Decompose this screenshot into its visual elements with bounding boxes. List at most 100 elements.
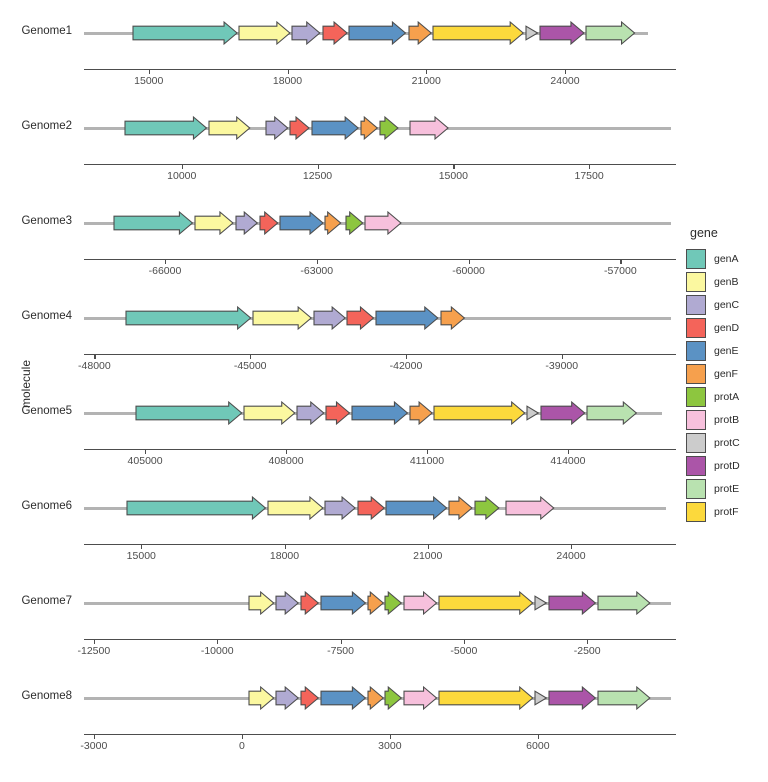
gene-arrow-protA[interactable] <box>345 210 364 236</box>
legend-item-protB[interactable]: protB <box>686 408 766 431</box>
gene-arrow-genB[interactable] <box>208 115 251 141</box>
gene-arrow-genA[interactable] <box>124 305 252 331</box>
legend-item-genF[interactable]: genF <box>686 362 766 385</box>
legend-item-protF[interactable]: protF <box>686 500 766 523</box>
gene-arrow-protD[interactable] <box>548 590 597 616</box>
legend-swatch-protF <box>686 501 706 522</box>
gene-arrow-protD[interactable] <box>539 20 585 46</box>
gene-arrow-genF[interactable] <box>448 495 473 521</box>
gene-arrow-genC[interactable] <box>296 400 325 426</box>
gene-arrow-genC[interactable] <box>265 115 289 141</box>
gene-arrow-protF[interactable] <box>433 400 526 426</box>
gene-arrow-protF[interactable] <box>432 20 525 46</box>
gene-arrow-genE[interactable] <box>348 20 407 46</box>
gene-arrow-protE[interactable] <box>585 20 636 46</box>
gene-arrow-protF[interactable] <box>438 590 534 616</box>
gene-arrow-genE[interactable] <box>375 305 439 331</box>
gene-arrow-genC[interactable] <box>275 685 300 711</box>
gene-arrow-genE[interactable] <box>320 590 367 616</box>
x-axis-tick <box>565 70 567 74</box>
legend-label-genA: genA <box>714 252 739 265</box>
gene-arrow-genA[interactable] <box>113 210 194 236</box>
gene-arrow-genE[interactable] <box>320 685 367 711</box>
legend-label-genF: genF <box>714 367 738 380</box>
gene-arrow-genD[interactable] <box>259 210 279 236</box>
legend-item-genA[interactable]: genA <box>686 247 766 270</box>
gene-arrow-protD[interactable] <box>548 685 597 711</box>
gene-arrow-protB[interactable] <box>409 115 449 141</box>
gene-arrow-genA[interactable] <box>135 400 243 426</box>
gene-arrow-protE[interactable] <box>586 400 637 426</box>
gene-arrow-protB[interactable] <box>364 210 403 236</box>
gene-arrow-protC[interactable] <box>534 592 548 614</box>
facet-Genome8: Genome8 -3000 0 3000 6000 <box>0 685 768 782</box>
gene-arrow-genC[interactable] <box>312 305 346 331</box>
legend-item-protE[interactable]: protE <box>686 477 766 500</box>
gene-arrow-genB[interactable] <box>252 305 312 331</box>
gene-arrow-genD[interactable] <box>300 590 320 616</box>
legend-item-protD[interactable]: protD <box>686 454 766 477</box>
gene-arrow-protD[interactable] <box>540 400 586 426</box>
gene-arrow-protA[interactable] <box>384 590 403 616</box>
molecule-label-Genome7: Genome7 <box>21 595 72 607</box>
x-axis-tick <box>145 450 147 454</box>
legend-item-genE[interactable]: genE <box>686 339 766 362</box>
gene-arrow-protB[interactable] <box>505 495 555 521</box>
gene-arrow-protC[interactable] <box>526 402 540 424</box>
gene-arrow-protC[interactable] <box>534 687 548 709</box>
gene-arrow-genF[interactable] <box>360 115 379 141</box>
gene-arrow-genF[interactable] <box>367 590 384 616</box>
gene-arrow-genB[interactable] <box>238 20 291 46</box>
legend-swatch-genE <box>686 340 706 361</box>
gene-arrow-genF[interactable] <box>324 210 342 236</box>
gene-arrow-genA[interactable] <box>124 115 208 141</box>
gene-arrow-protA[interactable] <box>384 685 403 711</box>
gene-arrow-genB[interactable] <box>194 210 235 236</box>
gene-arrow-genC[interactable] <box>275 590 300 616</box>
legend-label-protA: protA <box>714 390 740 403</box>
gene-arrow-protA[interactable] <box>379 115 399 141</box>
gene-arrow-genB[interactable] <box>243 400 296 426</box>
gene-arrow-genB[interactable] <box>267 495 324 521</box>
gene-arrow-protF[interactable] <box>438 685 534 711</box>
gene-arrow-genF[interactable] <box>408 20 432 46</box>
gene-arrow-genC[interactable] <box>324 495 357 521</box>
gene-arrow-genD[interactable] <box>289 115 311 141</box>
gene-arrow-genC[interactable] <box>235 210 258 236</box>
gene-arrow-protE[interactable] <box>597 590 651 616</box>
gene-arrow-genA[interactable] <box>132 20 238 46</box>
x-axis-tick <box>284 545 286 549</box>
gene-arrow-protB[interactable] <box>403 685 438 711</box>
gene-arrow-genD[interactable] <box>325 400 351 426</box>
legend-item-genC[interactable]: genC <box>686 293 766 316</box>
gene-arrow-protB[interactable] <box>403 590 438 616</box>
gene-arrow-genC[interactable] <box>291 20 321 46</box>
x-axis-tick <box>286 450 288 454</box>
molecule-label-Genome5: Genome5 <box>21 405 72 417</box>
gene-arrow-genD[interactable] <box>300 685 320 711</box>
x-axis-line <box>84 259 676 261</box>
legend-item-protA[interactable]: protA <box>686 385 766 408</box>
legend-item-genB[interactable]: genB <box>686 270 766 293</box>
gene-arrow-genF[interactable] <box>409 400 433 426</box>
gene-arrow-genB[interactable] <box>248 685 275 711</box>
gene-arrow-genD[interactable] <box>322 20 348 46</box>
gene-arrow-genE[interactable] <box>385 495 448 521</box>
gene-arrow-genD[interactable] <box>346 305 375 331</box>
legend-item-genD[interactable]: genD <box>686 316 766 339</box>
gene-arrow-genD[interactable] <box>356 495 385 521</box>
gene-arrow-genE[interactable] <box>279 210 324 236</box>
gene-arrow-protC[interactable] <box>525 22 539 44</box>
gene-arrow-protE[interactable] <box>597 685 651 711</box>
x-axis-tick-label: 408000 <box>268 455 304 467</box>
x-axis-tick-label: 24000 <box>556 550 586 562</box>
gene-arrow-genB[interactable] <box>248 590 275 616</box>
gene-arrow-genE[interactable] <box>311 115 360 141</box>
legend-item-protC[interactable]: protC <box>686 431 766 454</box>
gene-arrow-genF[interactable] <box>440 305 465 331</box>
x-axis-tick <box>468 260 470 264</box>
gene-arrow-genF[interactable] <box>367 685 384 711</box>
gene-arrow-genA[interactable] <box>126 495 267 521</box>
gene-arrow-protA[interactable] <box>473 495 500 521</box>
gene-arrow-genE[interactable] <box>351 400 409 426</box>
